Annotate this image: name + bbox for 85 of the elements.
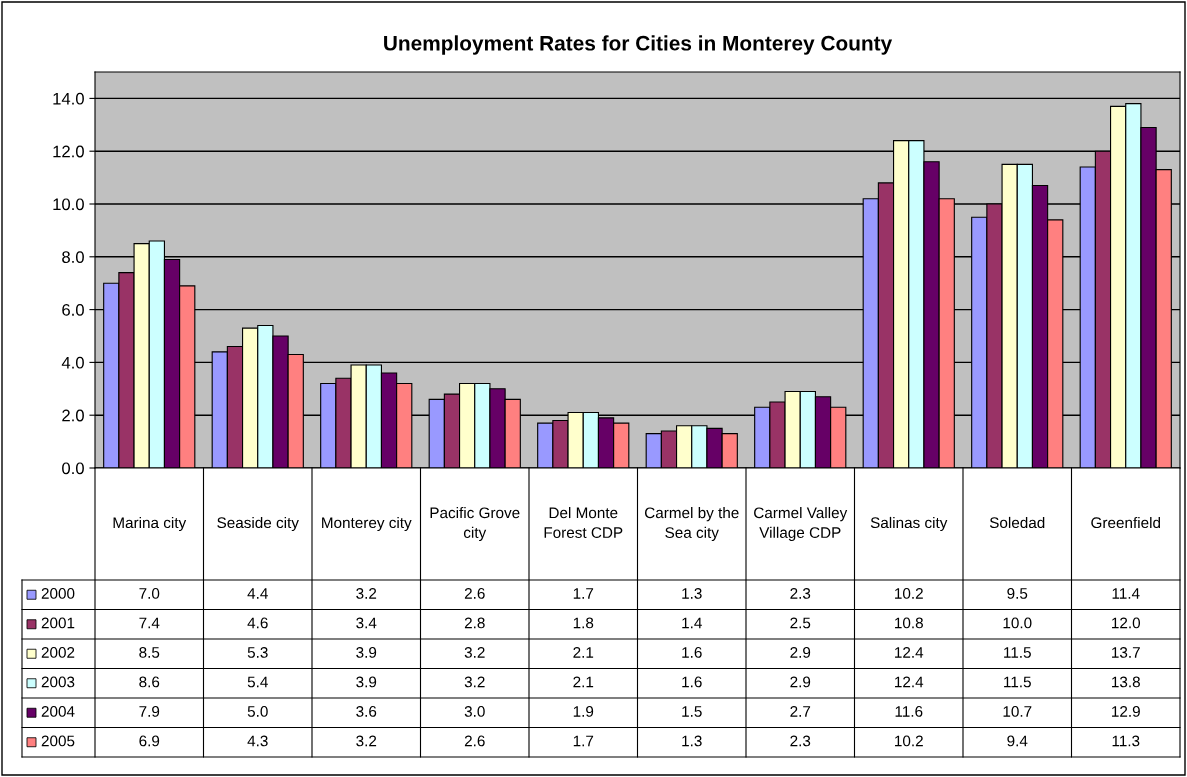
y-tick-label: 14.0 — [53, 92, 84, 105]
data-label: 11.6 — [895, 706, 923, 717]
data-label: 11.4 — [1112, 588, 1140, 599]
data-label: 9.4 — [1007, 735, 1028, 747]
data-label: 5.3 — [247, 647, 268, 658]
data-label: 2.6 — [464, 588, 485, 599]
data-label: 11.5 — [1004, 647, 1031, 658]
legend-label: 2001 — [41, 617, 75, 629]
data-label: 11.5 — [1004, 676, 1031, 688]
x-tick-label: Salinas city — [870, 516, 948, 532]
data-label: 3.0 — [464, 706, 485, 717]
data-label: 8.6 — [139, 676, 160, 688]
data-label: 10.8 — [895, 617, 923, 629]
data-label: 1.5 — [682, 706, 702, 717]
legend-label: 2005 — [41, 735, 75, 747]
data-label: 8.5 — [139, 647, 160, 658]
x-tick-label: Soledad — [989, 516, 1045, 529]
y-tick-label: 8.0 — [62, 251, 84, 263]
data-label: 7.0 — [139, 588, 160, 599]
x-tick-label: Carmel Valley Village CDP — [754, 506, 848, 542]
data-label: 1.6 — [682, 647, 702, 658]
data-label: 5.0 — [247, 706, 268, 717]
data-label: 13.7 — [1112, 647, 1140, 658]
legend-label: 2002 — [41, 647, 75, 658]
data-label: 1.7 — [573, 588, 594, 599]
data-label: 4.4 — [247, 588, 268, 599]
data-label: 6.9 — [139, 735, 160, 747]
data-label: 2.9 — [790, 647, 811, 658]
data-label: 2.3 — [790, 735, 811, 747]
legend-label: 2003 — [41, 676, 75, 688]
data-label: 13.8 — [1112, 676, 1140, 688]
data-label: 1.8 — [573, 617, 594, 629]
x-tick-label: Marina city — [113, 516, 187, 532]
data-label: 2.1 — [573, 647, 594, 658]
data-label: 1.7 — [573, 735, 594, 747]
data-label: 4.3 — [247, 735, 268, 747]
data-label: 3.2 — [356, 588, 377, 599]
data-label: 3.6 — [356, 706, 377, 717]
data-label: 1.6 — [682, 676, 702, 688]
y-tick-label: 0.0 — [62, 462, 84, 475]
data-label: 9.5 — [1007, 588, 1028, 599]
data-label: 10.2 — [895, 735, 923, 747]
data-label: 3.2 — [464, 647, 485, 658]
data-label: 2.9 — [790, 676, 811, 688]
data-label: 7.9 — [139, 706, 160, 717]
data-label: 12.4 — [895, 676, 924, 688]
data-label: 4.6 — [247, 617, 268, 629]
y-tick-label: 6.0 — [62, 304, 84, 316]
x-tick-label: Monterey city — [322, 516, 412, 532]
data-label: 2.7 — [790, 706, 811, 717]
data-label: 1.3 — [682, 735, 702, 747]
data-label: 3.2 — [356, 735, 377, 747]
data-label: 2.3 — [790, 588, 811, 599]
legend-label: 2000 — [41, 588, 75, 599]
data-label: 10.2 — [895, 588, 923, 599]
y-tick-label: 2.0 — [62, 409, 84, 422]
data-label: 2.5 — [790, 617, 811, 629]
y-tick-label: 4.0 — [61, 356, 84, 369]
chart-title: Unemployment Rates for Cities in Monterey County — [384, 35, 893, 55]
x-tick-label: Greenfield — [1091, 516, 1161, 529]
y-tick-label: 10.0 — [53, 198, 84, 211]
y-tick-label: 12.0 — [53, 145, 84, 158]
data-label: 12.9 — [1112, 706, 1140, 717]
data-label: 12.4 — [895, 647, 924, 658]
x-tick-label: Pacific Grove city — [430, 506, 520, 542]
data-label: 10.7 — [1003, 706, 1032, 717]
data-label: 2.8 — [464, 617, 485, 629]
data-label: 7.4 — [139, 617, 160, 629]
data-label: 3.2 — [464, 676, 485, 688]
x-tick-label: Seaside city — [217, 516, 299, 532]
x-tick-label: Del Monte Forest CDP — [544, 506, 623, 538]
data-label: 2.6 — [464, 735, 485, 747]
data-label: 11.3 — [1112, 735, 1140, 747]
data-label: 3.9 — [356, 676, 377, 688]
x-tick-label: Carmel by the Sea city — [644, 506, 739, 542]
data-label: 5.4 — [247, 676, 268, 688]
data-label: 1.4 — [682, 617, 702, 629]
data-label: 1.3 — [682, 588, 702, 599]
data-label: 1.9 — [573, 706, 594, 717]
data-label: 3.4 — [356, 617, 377, 629]
data-label: 3.9 — [356, 647, 377, 658]
legend-label: 2004 — [41, 706, 75, 717]
data-label: 10.0 — [1003, 617, 1032, 629]
data-label: 2.1 — [573, 676, 594, 688]
data-label: 12.0 — [1112, 617, 1141, 629]
